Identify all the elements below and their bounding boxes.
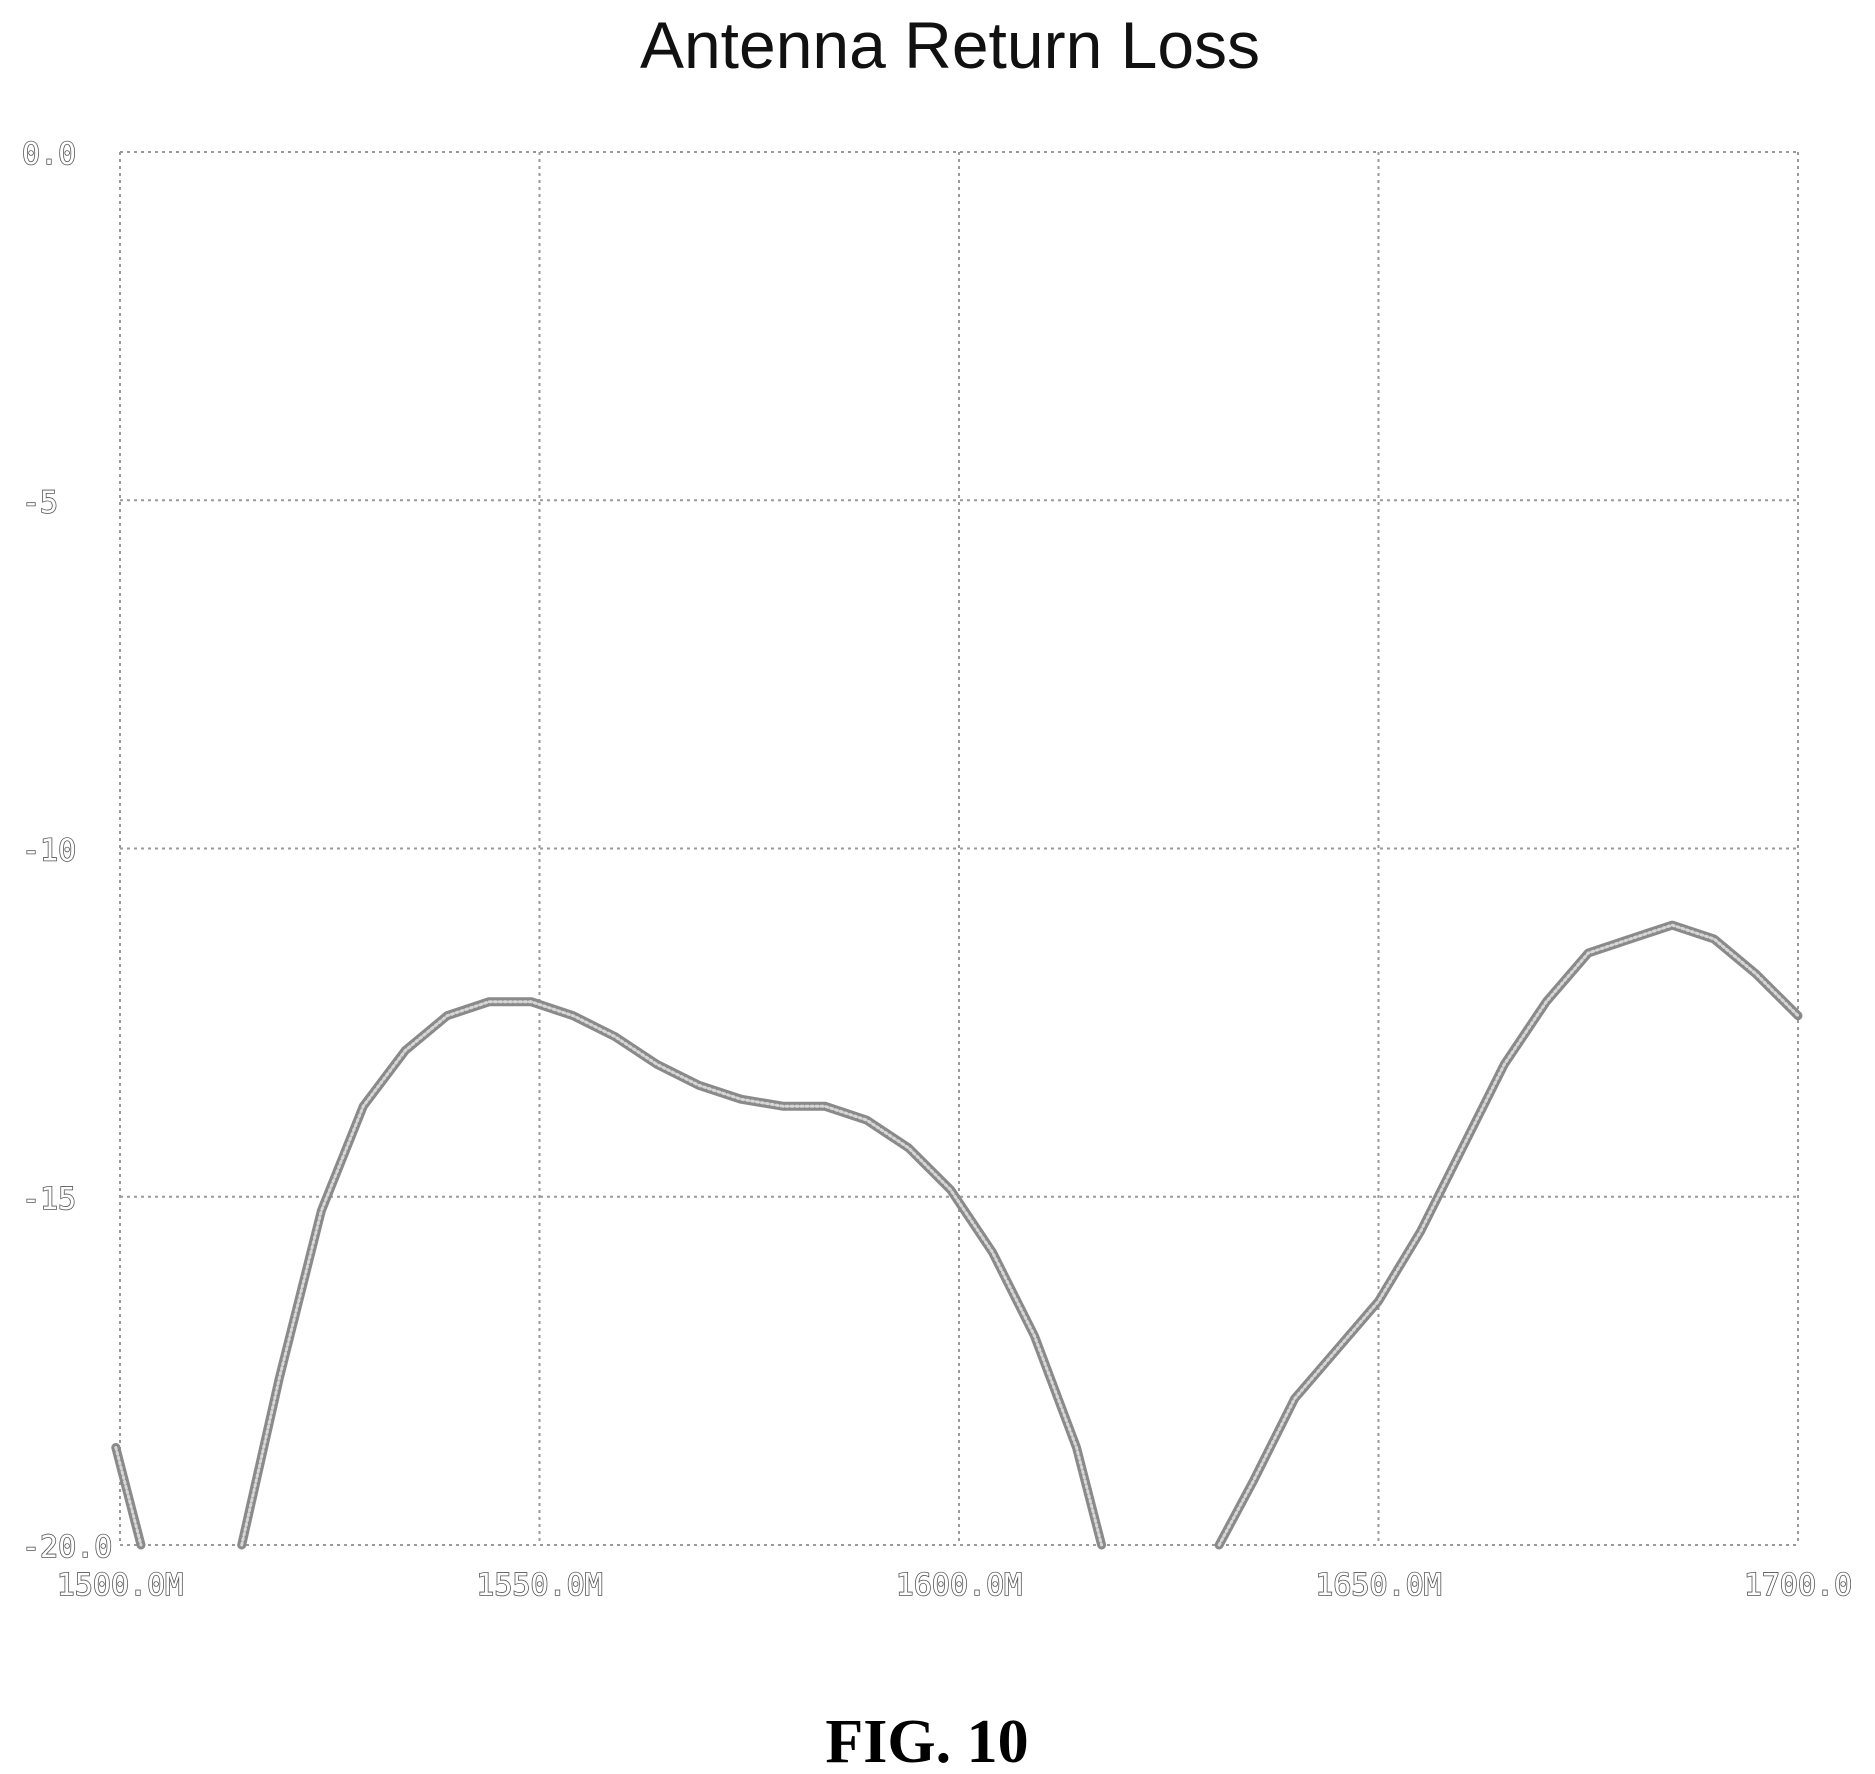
x-tick-label: 1500.0M	[57, 1568, 183, 1603]
figure-caption: FIG. 10	[825, 1708, 1028, 1774]
tick-labels: 1500.0M 1550.0M 1600.0M 1650.0M 1700.0 0.0 -5 -…	[21, 136, 1853, 1604]
series-line-segment	[1214, 920, 1803, 1550]
chart-title: Antenna Return Loss	[640, 8, 1260, 82]
series-line-segment	[237, 997, 1107, 1550]
y-tick-label: -10	[22, 834, 76, 869]
y-tick-label: -15	[22, 1182, 76, 1217]
y-tick-label: 0.0	[22, 137, 76, 172]
x-tick-label: 1700.0	[1744, 1568, 1852, 1603]
x-tick-label: 1550.0M	[476, 1568, 602, 1603]
series-line-texture	[1217, 923, 1800, 1547]
x-tick-label: 1600.0M	[896, 1568, 1022, 1603]
series-layer	[111, 920, 1803, 1550]
x-tick-label: 1650.0M	[1315, 1568, 1441, 1603]
series-line-texture	[114, 1446, 143, 1547]
series-line-texture	[240, 1000, 1104, 1547]
y-tick-label: -5	[22, 485, 58, 520]
y-tick-label: -20.0	[22, 1530, 112, 1565]
grid	[119, 151, 1799, 1546]
